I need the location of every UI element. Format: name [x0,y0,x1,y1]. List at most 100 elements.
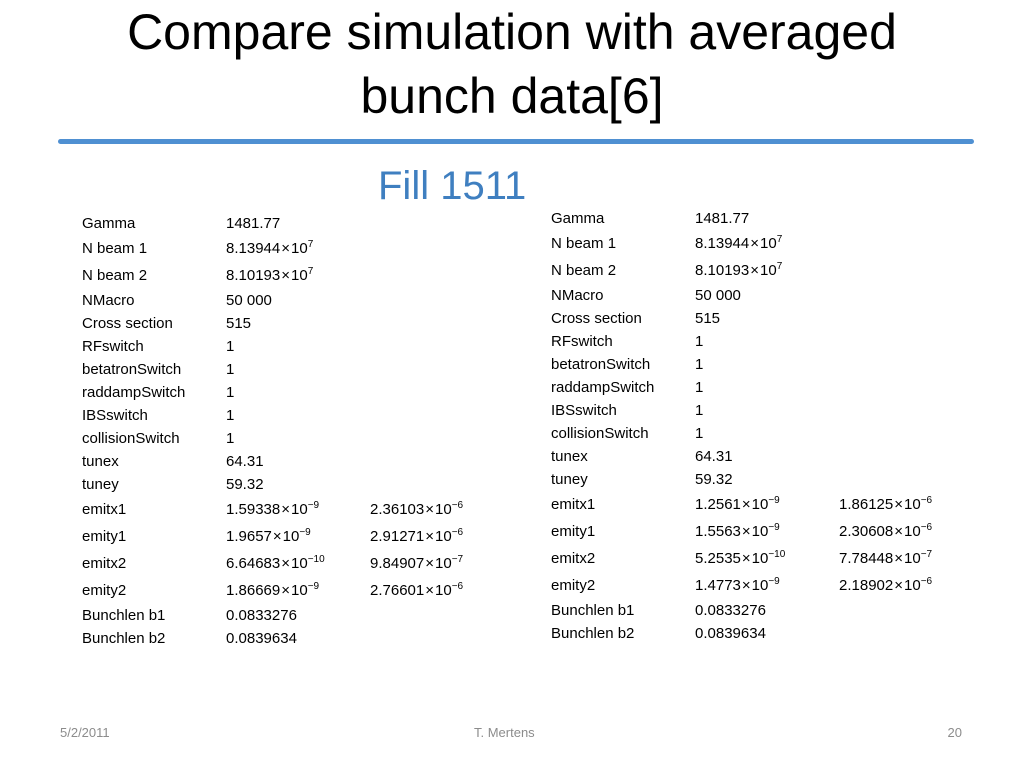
parameter-name: Gamma [82,215,136,232]
times-sign: × [281,501,290,518]
slide-subtitle: Fill 1511 [378,164,527,208]
value-mantissa: 1.2561 [695,496,741,513]
parameter-value: 1 [226,430,235,447]
parameter-value-2 [370,235,510,262]
table-row: emitx1 1.59338×10−9 2.36103×10−6 [82,496,510,523]
parameter-value-2 [839,330,979,353]
parameter-name: Bunchlen b1 [82,607,166,624]
parameter-value: 1481.77 [226,215,281,232]
value-exponent: −9 [307,500,320,511]
parameter-name: RFswitch [551,333,613,350]
parameter-value: 1.4773×10−9 [695,572,839,599]
value-mantissa: 1.5563 [695,523,741,540]
parameter-value-2 [839,622,979,645]
parameter-name: betatronSwitch [551,356,651,373]
parameter-value-2: 2.36103×10−6 [370,496,510,523]
parameter-name: emitx2 [551,550,596,567]
value-exponent: 7 [776,234,783,245]
parameter-value-2 [370,473,510,496]
power-base: 10 [904,523,921,540]
parameter-value: 1481.77 [695,210,750,227]
parameter-value: 1 [226,338,235,355]
parameter-value-2 [839,257,979,284]
value-mantissa: 5.2535 [695,550,741,567]
parameter-value: 1 [695,333,704,350]
table-row: tunex 64.31 [82,450,510,473]
parameter-name: emity2 [82,582,127,599]
parameter-value-2 [839,376,979,399]
value-mantissa: 8.13944 [226,240,281,257]
parameter-name: IBSswitch [551,402,617,419]
value-mantissa: 2.76601 [370,582,425,599]
value-exponent: −6 [920,576,933,587]
parameter-value-2 [370,335,510,358]
value-exponent: −7 [920,549,933,560]
table-row: raddampSwitch 1 [551,376,979,399]
power-base: 10 [760,235,777,252]
parameter-value: 515 [695,310,721,327]
title-divider [58,139,974,144]
value-mantissa: 1.86669 [226,582,281,599]
table-row: tunex 64.31 [551,445,979,468]
table-row: Cross section 515 [551,307,979,330]
parameter-name: Bunchlen b2 [551,625,635,642]
times-sign: × [425,501,434,518]
table-row: Gamma 1481.77 [82,212,510,235]
power-base: 10 [904,550,921,567]
value-exponent: −9 [768,495,780,506]
parameter-value: 0.0839634 [695,625,766,642]
power-base: 10 [435,582,452,599]
value-mantissa: 1.86125 [839,496,894,513]
parameter-value-2 [370,289,510,312]
parameter-name: Gamma [551,210,605,227]
value-mantissa: 2.36103 [370,501,425,518]
parameter-value: 0.0833276 [695,602,766,619]
parameter-name: Cross section [551,310,642,327]
parameter-value-2 [370,312,510,335]
parameter-value-2 [839,468,979,491]
value-exponent: −10 [307,554,325,565]
times-sign: × [741,523,751,540]
table-row: RFswitch 1 [551,330,979,353]
value-exponent: −9 [299,527,311,538]
times-sign: × [425,555,434,572]
parameter-value-2: 2.30608×10−6 [839,518,979,545]
value-exponent: −9 [768,522,780,533]
parameter-name: N beam 2 [82,267,148,284]
parameter-name: RFswitch [82,338,144,355]
parameter-name: IBSswitch [82,407,148,424]
footer-author: T. Mertens [474,725,535,740]
table-row: betatronSwitch 1 [551,353,979,376]
parameter-value-2 [370,427,510,450]
value-mantissa: 1.59338 [226,501,281,518]
table-row: emitx1 1.2561×10−9 1.86125×10−6 [551,491,979,518]
footer-page-number: 20 [947,725,962,740]
parameter-value: 1 [226,361,235,378]
times-sign: × [281,582,290,599]
value-mantissa: 1.4773 [695,577,741,594]
parameter-value: 8.10193×107 [226,262,370,289]
table-row: emity2 1.4773×10−9 2.18902×10−6 [551,572,979,599]
table-row: emity1 1.5563×10−9 2.30608×10−6 [551,518,979,545]
parameter-name: emity2 [551,577,596,594]
parameter-value: 5.2535×10−10 [695,545,839,572]
parameter-value-2: 2.18902×10−6 [839,572,979,599]
parameter-name: Bunchlen b1 [551,602,635,619]
parameter-value-2: 1.86125×10−6 [839,491,979,518]
parameter-value: 0.0833276 [226,607,297,624]
times-sign: × [894,550,903,567]
parameter-value: 59.32 [226,476,264,493]
parameter-value-2 [839,399,979,422]
parameter-name: NMacro [82,292,135,309]
parameter-value: 1.86669×10−9 [226,577,370,604]
parameter-value: 50 000 [695,287,741,304]
table-row: emity2 1.86669×10−9 2.76601×10−6 [82,577,510,604]
value-mantissa: 8.10193 [226,267,281,284]
footer-date: 5/2/2011 [60,725,110,740]
table-row: Gamma 1481.77 [551,207,979,230]
parameter-value-2 [370,381,510,404]
table-row: betatronSwitch 1 [82,358,510,381]
table-row: NMacro 50 000 [82,289,510,312]
table-row: RFswitch 1 [82,335,510,358]
